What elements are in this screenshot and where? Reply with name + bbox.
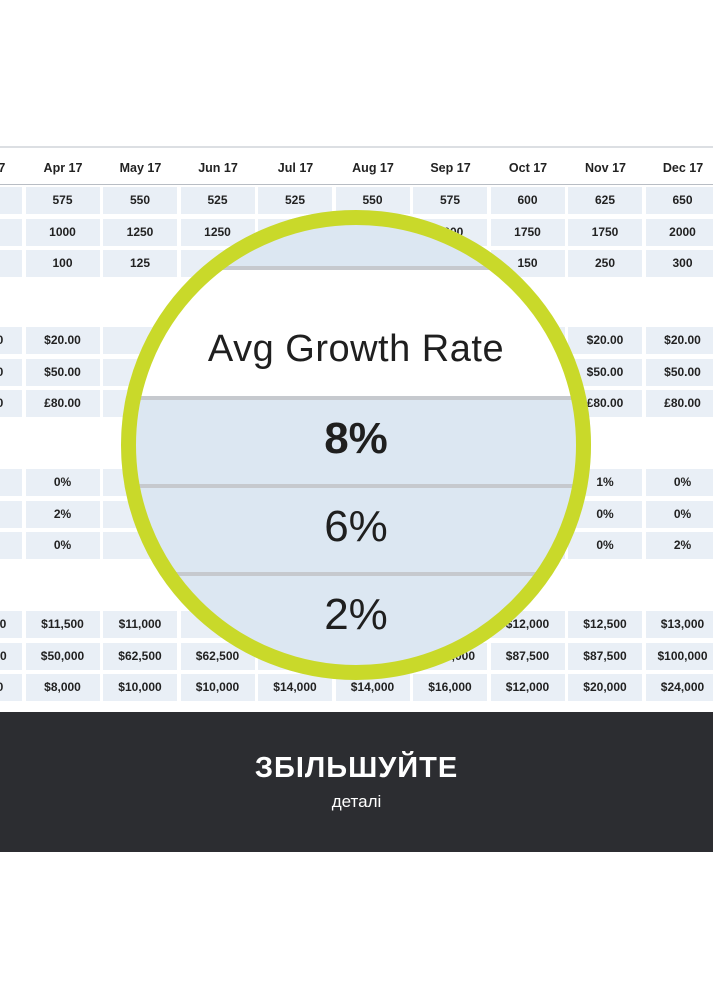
table-cell: 650 bbox=[645, 187, 713, 214]
month-header: Mar 17 bbox=[0, 161, 6, 175]
month-header: Sep 17 bbox=[430, 161, 471, 175]
table-cell: 300 bbox=[645, 250, 713, 277]
table-cell: $87,500 bbox=[490, 642, 565, 670]
table-cell: 100 bbox=[0, 250, 22, 277]
promo-banner: ЗБІЛЬШУЙТЕ деталі bbox=[0, 712, 713, 852]
table-cell: 100 bbox=[25, 250, 100, 277]
month-header: Dec 17 bbox=[662, 161, 704, 175]
month-header: Jun 17 bbox=[198, 161, 238, 175]
table-cell: $10,000 bbox=[180, 674, 255, 701]
table-cell: 0% bbox=[0, 500, 22, 528]
table-cell: 2000 bbox=[645, 218, 713, 246]
table-cell: 550 bbox=[335, 187, 410, 214]
table-cell: $14,000 bbox=[258, 674, 332, 701]
spreadsheet-image: Mar 17 Apr 17 May 17 Jun 17 Jul 17 Aug 17 Sep … bbox=[0, 146, 713, 701]
table-cell: $62,500 bbox=[180, 642, 255, 670]
table-cell: 0% bbox=[25, 532, 100, 559]
table-cell: $20.00 bbox=[25, 327, 100, 354]
table-cell: 2% bbox=[0, 532, 22, 559]
table-cell: 2% bbox=[645, 532, 713, 559]
table-cell: $20,000 bbox=[568, 674, 642, 701]
month-header: Nov 17 bbox=[585, 161, 626, 175]
table-cell: 600 bbox=[490, 187, 565, 214]
table-cell: 2% bbox=[25, 500, 100, 528]
sheet-top-border bbox=[0, 146, 713, 148]
table-cell: $50.00 bbox=[645, 358, 713, 386]
table-cell: 0% bbox=[0, 469, 22, 496]
table-cell: $10,000 bbox=[103, 674, 177, 701]
table-cell: $11,500 bbox=[25, 611, 100, 638]
table-cell: $8,000 bbox=[0, 674, 22, 701]
magnifier-ring bbox=[121, 210, 591, 680]
table-cell: $62,500 bbox=[103, 642, 177, 670]
table-cell: $13,000 bbox=[645, 611, 713, 638]
table-cell: 1000 bbox=[25, 218, 100, 246]
table-cell: 625 bbox=[568, 187, 642, 214]
table-cell: $16,000 bbox=[413, 674, 487, 701]
table-cell: $20.00 bbox=[645, 327, 713, 354]
month-header: Aug 17 bbox=[352, 161, 394, 175]
table-cell: 0% bbox=[645, 469, 713, 496]
table-cell: 575 bbox=[413, 187, 487, 214]
table-cell: 550 bbox=[103, 187, 177, 214]
table-cell: 0% bbox=[568, 532, 642, 559]
table-cell: £80.00 bbox=[0, 390, 22, 417]
table-cell: 575 bbox=[25, 187, 100, 214]
table-cell: 0% bbox=[645, 500, 713, 528]
month-header: May 17 bbox=[119, 161, 162, 175]
table-cell: $8,000 bbox=[25, 674, 100, 701]
table-cell: $50.00 bbox=[25, 358, 100, 386]
table-cell: $87,500 bbox=[568, 642, 642, 670]
header-divider bbox=[0, 184, 713, 185]
table-cell: $12,000 bbox=[490, 674, 565, 701]
table-cell: 0% bbox=[25, 469, 100, 496]
table-cell: $50.00 bbox=[0, 358, 22, 386]
month-header: Apr 17 bbox=[43, 161, 83, 175]
banner-subtitle: деталі bbox=[331, 792, 382, 811]
table-cell: $50,000 bbox=[25, 642, 100, 670]
table-cell: $24,000 bbox=[645, 674, 713, 701]
month-header: Oct 17 bbox=[508, 161, 548, 175]
table-cell: 525 bbox=[258, 187, 332, 214]
table-cell: $11,000 bbox=[0, 611, 22, 638]
table-cell: 525 bbox=[180, 187, 255, 214]
table-cell: $20.00 bbox=[0, 327, 22, 354]
table-cell: 550 bbox=[0, 187, 22, 214]
table-cell: $100,000 bbox=[645, 642, 713, 670]
table-cell: £80.00 bbox=[645, 390, 713, 417]
table-cell: $12,500 bbox=[568, 611, 642, 638]
table-cell: 1000 bbox=[0, 218, 22, 246]
month-header: Jul 17 bbox=[277, 161, 314, 175]
table-cell: $11,000 bbox=[103, 611, 177, 638]
banner-title: ЗБІЛЬШУЙТЕ bbox=[254, 752, 459, 784]
table-cell: $50,000 bbox=[0, 642, 22, 670]
table-cell: £80.00 bbox=[25, 390, 100, 417]
